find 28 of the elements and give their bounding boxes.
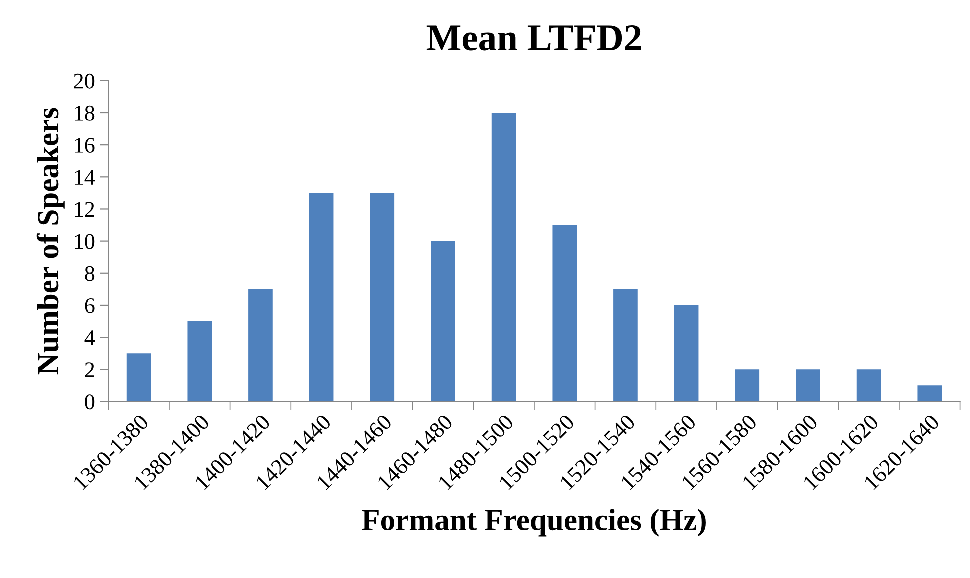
- bar: [796, 370, 820, 402]
- bar: [248, 289, 273, 402]
- y-axis-title: Number of Speakers: [36, 108, 65, 375]
- bar: [856, 370, 882, 402]
- y-tick-label: 18: [75, 106, 95, 121]
- bar: [492, 113, 516, 402]
- bar: [370, 193, 395, 402]
- y-tick-label: 10: [75, 234, 95, 250]
- y-tick-label: 12: [75, 202, 94, 217]
- y-tick-label: 4: [84, 330, 96, 346]
- bar: [674, 305, 699, 402]
- chart-title: Mean LTFD2: [426, 26, 642, 51]
- y-tick-label: 0: [85, 394, 95, 410]
- bar: [126, 354, 152, 402]
- bar: [188, 322, 212, 402]
- bar: [614, 289, 638, 402]
- bar: [552, 225, 578, 402]
- y-tick-label: 2: [85, 362, 94, 378]
- y-tick-label: 20: [74, 74, 95, 89]
- x-axis-title: Formant Frequencies (Hz): [362, 509, 706, 537]
- y-tick-label: 14: [75, 170, 96, 185]
- y-tick-label: 16: [75, 138, 95, 154]
- y-tick-label: 6: [85, 298, 95, 314]
- bar: [735, 370, 760, 402]
- bar: [918, 386, 942, 402]
- y-tick-label: 8: [85, 266, 95, 282]
- bar: [431, 241, 456, 402]
- bar: [309, 193, 334, 402]
